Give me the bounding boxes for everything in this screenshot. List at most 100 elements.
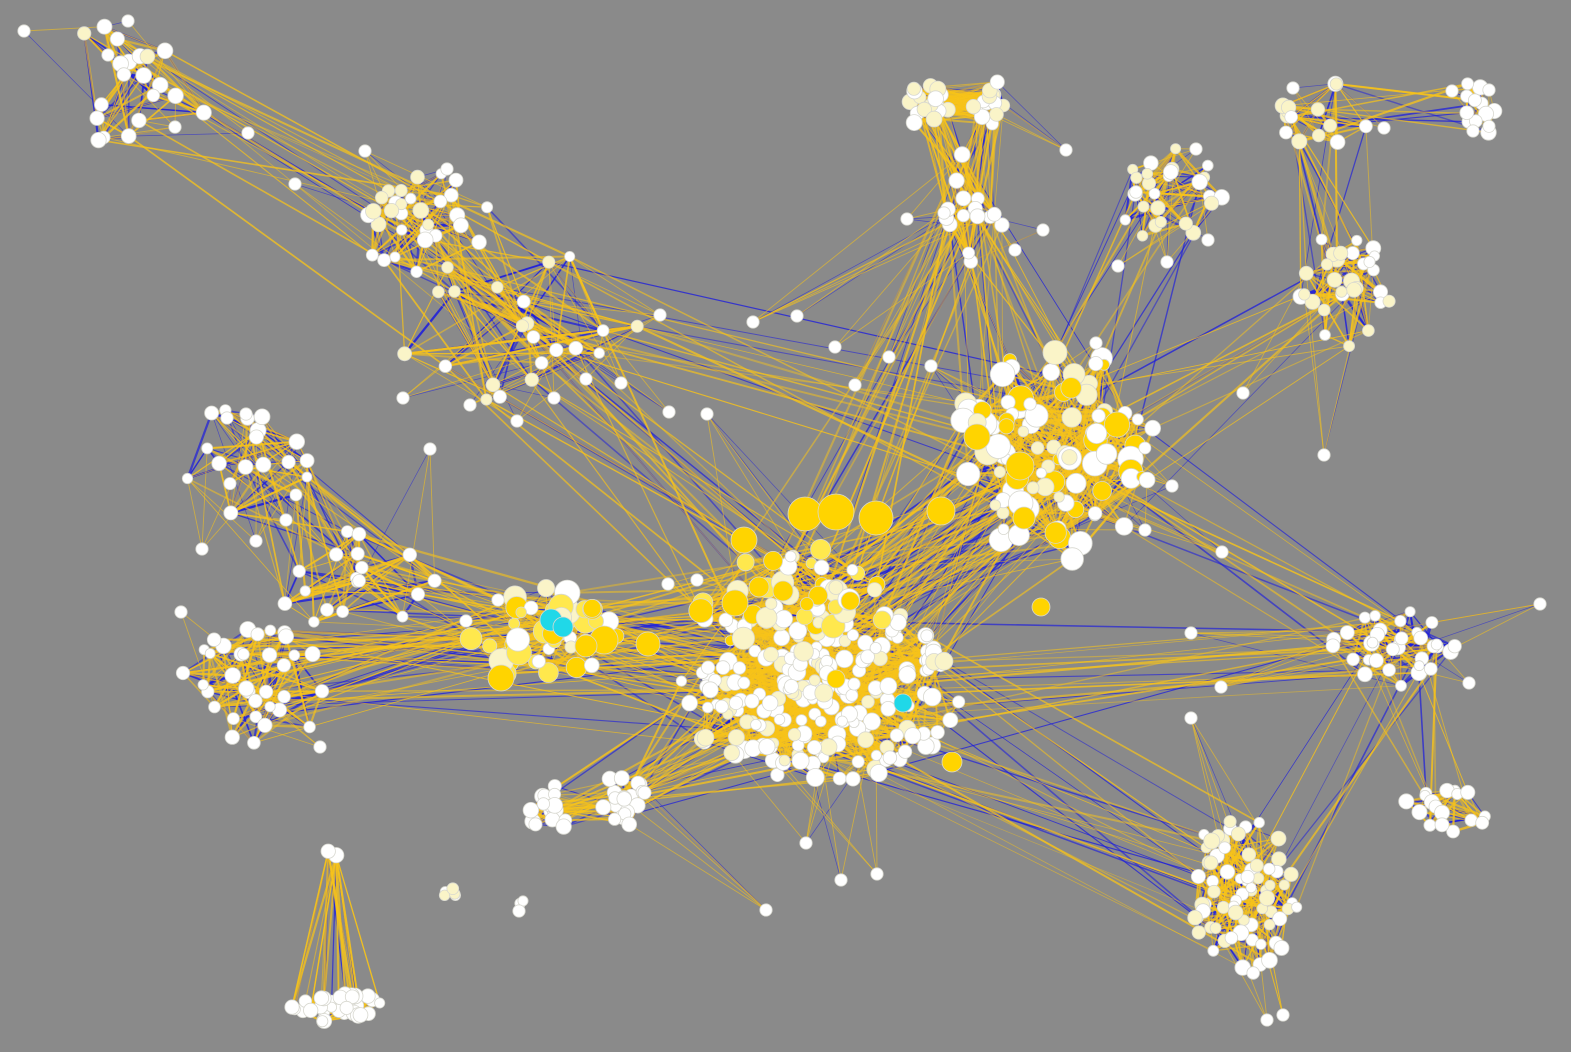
graph-node[interactable] <box>948 172 965 189</box>
graph-node[interactable] <box>774 609 794 629</box>
graph-node[interactable] <box>787 727 802 742</box>
graph-node[interactable] <box>281 454 296 470</box>
graph-node[interactable] <box>422 218 435 231</box>
graph-node-outlier[interactable] <box>1036 223 1050 237</box>
graph-node-outlier[interactable] <box>195 542 209 556</box>
graph-node[interactable] <box>396 610 409 623</box>
graph-node[interactable] <box>208 700 221 714</box>
graph-node[interactable] <box>1224 931 1239 945</box>
graph-node[interactable] <box>505 627 531 652</box>
graph-node[interactable] <box>1404 606 1416 618</box>
graph-node[interactable] <box>1382 663 1396 677</box>
graph-node[interactable] <box>277 690 291 704</box>
graph-node[interactable] <box>299 585 311 597</box>
graph-node[interactable] <box>441 261 454 274</box>
graph-node[interactable] <box>714 699 729 714</box>
graph-node[interactable] <box>784 550 797 563</box>
graph-node[interactable] <box>224 667 242 684</box>
graph-node[interactable] <box>846 563 859 576</box>
graph-node[interactable] <box>410 169 425 185</box>
graph-node-high[interactable] <box>817 493 855 531</box>
graph-node[interactable] <box>1326 272 1343 288</box>
graph-node[interactable] <box>438 359 453 373</box>
graph-node[interactable] <box>284 999 300 1015</box>
graph-node-outlier[interactable] <box>1189 142 1203 156</box>
graph-node[interactable] <box>77 26 92 41</box>
graph-node[interactable] <box>989 74 1005 90</box>
graph-node[interactable] <box>583 657 600 674</box>
graph-node[interactable] <box>728 729 745 746</box>
graph-node[interactable] <box>593 347 605 359</box>
graph-node[interactable] <box>303 1002 319 1019</box>
graph-node[interactable] <box>1446 824 1460 839</box>
graph-node[interactable] <box>1026 481 1040 495</box>
graph-node[interactable] <box>806 740 822 756</box>
graph-node[interactable] <box>1141 168 1154 180</box>
graph-node[interactable] <box>1319 329 1331 341</box>
graph-node-outlier[interactable] <box>440 162 454 176</box>
graph-node[interactable] <box>930 725 945 740</box>
graph-node[interactable] <box>1163 164 1179 180</box>
graph-node[interactable] <box>840 591 860 611</box>
graph-node[interactable] <box>1311 128 1326 143</box>
graph-node[interactable] <box>394 183 408 197</box>
graph-node[interactable] <box>135 67 153 84</box>
graph-node[interactable] <box>448 172 464 188</box>
graph-node[interactable] <box>195 104 212 121</box>
graph-node[interactable] <box>351 527 367 542</box>
graph-node[interactable] <box>1245 882 1257 894</box>
graph-node-outlier[interactable] <box>220 411 234 425</box>
graph-node[interactable] <box>303 720 316 734</box>
graph-node-outlier[interactable] <box>1215 545 1229 559</box>
graph-node[interactable] <box>810 539 831 560</box>
graph-node[interactable] <box>131 112 147 129</box>
graph-node[interactable] <box>989 499 1002 511</box>
graph-node[interactable] <box>522 802 540 819</box>
graph-node-outlier[interactable] <box>746 315 760 329</box>
graph-node[interactable] <box>344 989 360 1005</box>
graph-node-outlier[interactable] <box>900 212 914 226</box>
graph-node[interactable] <box>389 251 401 263</box>
graph-node-outlier[interactable] <box>241 126 255 140</box>
graph-node[interactable] <box>872 610 892 630</box>
graph-node[interactable] <box>226 712 240 725</box>
graph-node-outlier[interactable] <box>1111 259 1125 273</box>
graph-node[interactable] <box>1129 185 1143 199</box>
graph-node[interactable] <box>355 560 369 575</box>
graph-node[interactable] <box>1035 467 1047 479</box>
graph-node[interactable] <box>793 641 814 662</box>
graph-node[interactable] <box>582 599 602 618</box>
graph-node[interactable] <box>1044 521 1067 544</box>
graph-node[interactable] <box>1138 441 1152 455</box>
graph-node[interactable] <box>1060 377 1082 399</box>
graph-node-outlier[interactable] <box>1059 143 1073 157</box>
graph-node[interactable] <box>197 679 209 691</box>
graph-node-highlight[interactable] <box>552 616 574 638</box>
graph-node[interactable] <box>1346 652 1360 667</box>
graph-node-outlier[interactable] <box>121 14 135 28</box>
graph-node[interactable] <box>446 882 460 895</box>
graph-node[interactable] <box>731 626 755 650</box>
graph-node[interactable] <box>904 727 922 745</box>
graph-node-outlier[interactable] <box>512 904 526 918</box>
graph-node[interactable] <box>564 250 576 262</box>
graph-node[interactable] <box>870 749 883 762</box>
graph-node[interactable] <box>813 559 830 576</box>
graph-node[interactable] <box>778 754 791 767</box>
graph-node-high[interactable] <box>963 423 991 451</box>
graph-node[interactable] <box>204 405 220 421</box>
graph-node-outlier[interactable] <box>799 836 813 850</box>
graph-node-high[interactable] <box>787 496 823 532</box>
graph-node[interactable] <box>1369 610 1381 622</box>
graph-node[interactable] <box>247 735 261 750</box>
graph-node[interactable] <box>723 744 740 762</box>
graph-node[interactable] <box>443 187 459 203</box>
graph-node[interactable] <box>1339 625 1355 640</box>
graph-node[interactable] <box>1119 214 1131 226</box>
graph-node[interactable] <box>427 573 442 588</box>
graph-node[interactable] <box>515 606 527 619</box>
graph-node-outlier[interactable] <box>1466 124 1480 138</box>
graph-node[interactable] <box>237 648 250 661</box>
graph-node[interactable] <box>799 597 814 612</box>
graph-node[interactable] <box>1271 851 1287 867</box>
